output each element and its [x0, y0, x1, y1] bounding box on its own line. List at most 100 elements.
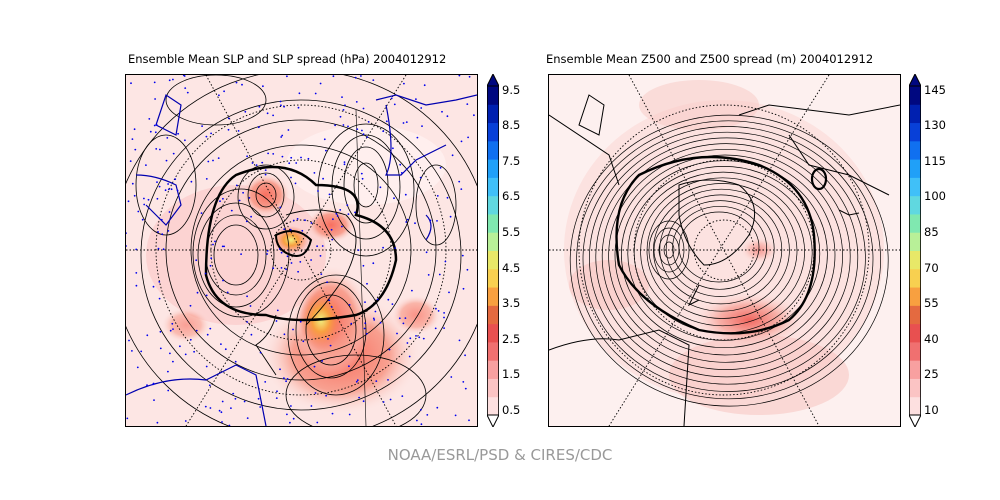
station-dot — [449, 215, 452, 218]
z500-contour — [658, 234, 680, 266]
station-dot — [262, 85, 264, 88]
station-dot — [423, 84, 426, 87]
colorbar-segment — [909, 122, 921, 142]
station-dot — [155, 148, 158, 150]
station-dot — [388, 348, 391, 351]
station-dot — [246, 155, 248, 158]
station-dot — [460, 140, 463, 143]
z500-contour — [614, 154, 836, 356]
station-dot — [401, 395, 404, 397]
station-dot — [250, 333, 253, 336]
station-dot — [409, 337, 412, 340]
station-dot — [362, 264, 365, 267]
panel-2-title: Ensemble Mean Z500 and Z500 spread (m) 2… — [546, 52, 874, 66]
station-dot — [264, 169, 267, 171]
z500-map — [548, 74, 901, 427]
station-dot — [403, 82, 405, 85]
station-dot — [224, 348, 227, 351]
station-dot — [146, 384, 148, 387]
station-dot — [435, 307, 437, 310]
station-dot — [189, 304, 192, 307]
z500-contour — [582, 126, 874, 392]
station-dot — [218, 409, 221, 412]
station-dot — [385, 120, 388, 123]
station-dot — [241, 83, 243, 86]
z500-colorbar-graphic — [908, 72, 922, 429]
station-dot — [446, 196, 449, 199]
colorbar-segment — [909, 287, 921, 306]
slp-map — [125, 74, 478, 427]
station-dot — [414, 222, 416, 225]
station-dot — [323, 138, 326, 141]
colorbar-segment — [487, 177, 499, 197]
station-dot — [126, 417, 129, 420]
station-dot — [153, 124, 156, 127]
station-dot — [184, 353, 187, 356]
station-dot — [167, 370, 169, 373]
slp-tick: 3.5 — [502, 296, 521, 310]
station-dot — [292, 328, 294, 331]
station-dot — [373, 319, 376, 321]
station-dot — [375, 380, 378, 382]
station-dot — [313, 172, 316, 174]
station-dot — [361, 129, 363, 132]
station-dot — [134, 148, 137, 151]
station-dot — [434, 327, 437, 330]
station-dot — [302, 340, 305, 343]
station-dot — [348, 365, 350, 368]
station-dot — [301, 229, 304, 232]
colorbar-segment — [909, 159, 921, 178]
station-dot — [464, 387, 467, 390]
colorbar-segment — [909, 213, 921, 233]
station-dot — [279, 368, 281, 371]
station-dot — [372, 317, 375, 320]
station-dot — [129, 160, 132, 162]
station-dot — [238, 199, 241, 202]
station-dot — [279, 100, 282, 103]
station-dot — [382, 401, 385, 403]
station-dot — [259, 406, 262, 408]
station-dot — [331, 412, 334, 415]
station-dot — [209, 407, 212, 409]
station-dot — [310, 222, 313, 224]
z500-tick: 10 — [924, 403, 939, 417]
station-dot — [362, 133, 365, 136]
station-dot — [227, 117, 230, 120]
station-dot — [406, 218, 409, 221]
colorbar-segment — [909, 250, 921, 270]
station-dot — [382, 130, 385, 133]
station-dot — [317, 190, 319, 192]
station-dot — [454, 414, 457, 417]
z500-colorbar — [908, 72, 922, 429]
station-dot — [246, 417, 249, 419]
station-dot — [168, 211, 171, 213]
station-dot — [396, 332, 398, 335]
station-dot — [427, 274, 430, 276]
station-dot — [411, 289, 413, 292]
station-dot — [390, 97, 393, 100]
station-dot — [393, 197, 395, 200]
z500-contour — [601, 143, 851, 370]
station-dot — [165, 159, 168, 162]
colorbar-segment — [909, 360, 921, 379]
z500-contour — [589, 131, 866, 385]
station-dot — [272, 267, 275, 270]
station-dot — [201, 125, 203, 127]
colorbar-segment — [487, 195, 499, 215]
station-dot — [320, 273, 323, 275]
station-dot — [289, 421, 291, 424]
station-dot — [415, 98, 417, 100]
slp-colorbar-graphic — [486, 72, 500, 429]
station-dot — [363, 327, 366, 330]
station-dot — [220, 343, 222, 345]
station-dot — [250, 215, 252, 218]
station-dot — [189, 338, 192, 341]
z500-contour — [608, 148, 843, 363]
station-dot — [154, 131, 157, 134]
station-dot — [439, 166, 442, 169]
station-dot — [331, 238, 334, 241]
colorbar-segment — [487, 122, 499, 142]
z500-contour — [653, 188, 790, 312]
station-dot — [450, 376, 453, 378]
colorbar-max-arrow — [908, 72, 922, 87]
